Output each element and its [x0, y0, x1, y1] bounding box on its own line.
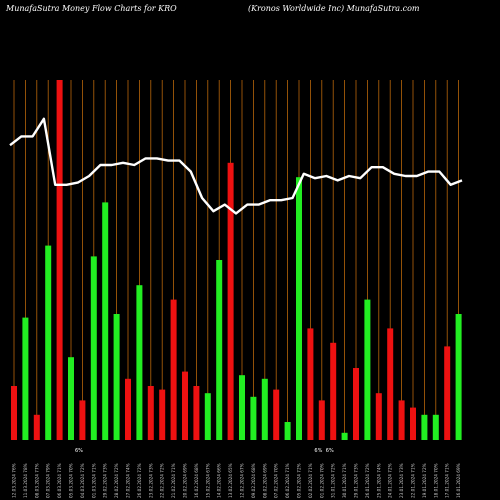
x-tick-label: 05.03.2024 70%	[69, 463, 74, 498]
flow-bar	[250, 396, 257, 440]
bar-marker-label: 6%	[75, 448, 83, 454]
flow-bar	[33, 414, 40, 440]
x-tick-label: 07.02.2024 70%	[274, 463, 279, 498]
flow-bar	[284, 422, 291, 440]
x-tick-label: 17.01.2024 71%	[445, 463, 450, 498]
chart-title: MunafaSutra Money Flow Charts for KRO	[6, 4, 177, 13]
flow-bar	[455, 314, 462, 440]
x-tick-label: 18.01.2024 70%	[433, 463, 438, 498]
x-tick-label: 20.02.2024 69%	[183, 463, 188, 498]
flow-bar	[432, 414, 439, 440]
x-tick-label: 15.02.2024 67%	[205, 463, 210, 498]
x-tick-label: 31.01.2024 72%	[331, 463, 336, 498]
flow-bar	[79, 400, 86, 440]
x-tick-label: 16.01.2024 69%	[456, 463, 461, 498]
x-tick-label: 11.03.2024 78%	[23, 463, 28, 498]
bar-marker-label: 6%	[314, 448, 322, 454]
flow-bar	[136, 285, 143, 440]
flow-bar	[227, 162, 234, 441]
x-tick-label: 14.02.2024 66%	[217, 463, 222, 498]
flow-bar	[170, 299, 177, 440]
x-tick-label: 21.02.2024 71%	[171, 463, 176, 498]
flow-bar	[193, 386, 200, 440]
flow-bar	[102, 202, 109, 440]
flow-bar	[296, 177, 302, 440]
flow-bar	[216, 260, 223, 440]
x-tick-label: 09.02.2024 68%	[251, 463, 256, 498]
x-tick-label: 13.02.2024 65%	[228, 463, 233, 498]
flow-bar	[398, 400, 405, 440]
x-tick-label: 30.01.2024 71%	[342, 463, 347, 498]
x-tick-label: 07.03.2024 79%	[46, 463, 51, 498]
flow-bar	[307, 328, 314, 440]
flow-bar	[318, 400, 325, 440]
flow-bar	[147, 386, 154, 440]
flow-bar	[375, 393, 382, 440]
flow-bar	[22, 317, 29, 440]
flow-bar	[239, 375, 245, 440]
x-tick-label: 01.03.2024 71%	[91, 463, 96, 498]
flow-bar	[45, 245, 52, 440]
flow-bar	[68, 357, 74, 440]
x-tick-label: 22.02.2024 72%	[160, 463, 165, 498]
x-tick-label: 06.02.2024 71%	[285, 463, 290, 498]
flow-bar	[113, 314, 120, 440]
x-tick-label: 01.02.2024 70%	[319, 463, 324, 498]
x-tick-label: 23.02.2024 73%	[148, 463, 153, 498]
flow-bar	[273, 389, 280, 440]
x-tick-label: 06.03.2024 71%	[57, 463, 62, 498]
x-tick-label: 26.01.2024 72%	[365, 463, 370, 498]
x-tick-label: 29.02.2024 73%	[103, 463, 108, 498]
flow-bar	[421, 414, 428, 440]
flow-bar	[410, 407, 416, 440]
x-tick-label: 22.01.2024 71%	[411, 463, 416, 498]
flow-bar	[56, 80, 63, 440]
chart-subtitle: (Kronos Worldwide Inc) MunafaSutra.com	[248, 4, 420, 13]
x-tick-label: 05.02.2024 72%	[297, 463, 302, 498]
bar-marker-label: 6%	[326, 448, 334, 454]
x-tick-label: 08.03.2024 77%	[34, 463, 39, 498]
x-tick-label: 12.03.2024 76%	[12, 463, 17, 498]
flow-bar	[261, 378, 268, 440]
x-tick-label: 19.01.2024 72%	[422, 463, 427, 498]
x-tick-label: 12.02.2024 67%	[240, 463, 245, 498]
x-tick-label: 25.01.2024 74%	[376, 463, 381, 498]
flow-bar	[11, 386, 17, 440]
x-tick-label: 23.01.2024 73%	[399, 463, 404, 498]
x-tick-label: 26.02.2024 72%	[137, 463, 142, 498]
x-tick-label: 08.02.2024 69%	[262, 463, 267, 498]
x-tick-label: 04.03.2024 72%	[80, 463, 85, 498]
flow-bar	[159, 389, 166, 440]
flow-bar	[341, 432, 348, 440]
flow-bar	[364, 299, 371, 440]
flow-bar	[204, 393, 211, 440]
flow-bar	[125, 378, 131, 440]
flow-bar	[387, 328, 394, 440]
x-tick-label: 29.01.2024 73%	[354, 463, 359, 498]
price-line	[9, 117, 463, 215]
x-tick-label: 24.01.2024 72%	[388, 463, 393, 498]
x-tick-label: 02.02.2024 71%	[308, 463, 313, 498]
flow-bar	[90, 256, 97, 440]
flow-bar	[182, 371, 188, 440]
flow-bar	[353, 368, 359, 440]
x-tick-label: 16.02.2024 68%	[194, 463, 199, 498]
flow-bar	[444, 346, 451, 440]
flow-bar	[330, 342, 337, 440]
x-tick-label: 27.02.2024 74%	[126, 463, 131, 498]
x-tick-label: 28.02.2024 72%	[114, 463, 119, 498]
